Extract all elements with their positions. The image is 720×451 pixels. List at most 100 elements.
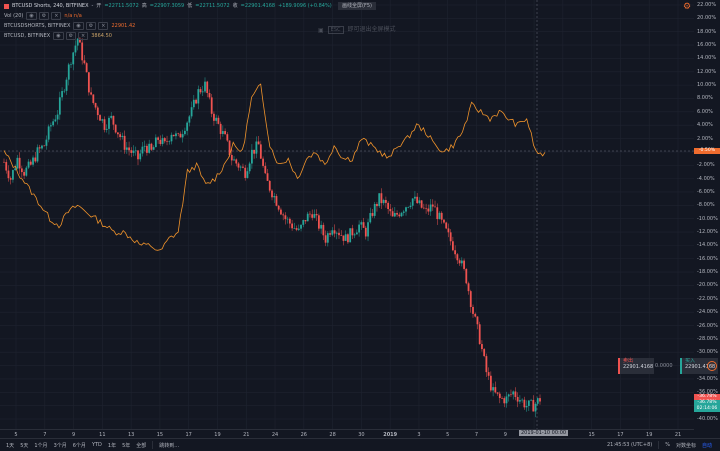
candle: [456, 254, 459, 261]
ohlc-close-label: 收: [232, 3, 238, 9]
candle: [331, 230, 334, 235]
candle: [324, 235, 327, 243]
symbol-title[interactable]: BTCUSD Shorts, 240, BITFINEX: [12, 3, 89, 9]
candle: [32, 157, 34, 165]
candle: [56, 114, 59, 120]
auto-scale-toggle[interactable]: 自动: [701, 442, 712, 449]
candle: [429, 204, 432, 212]
candle: [376, 203, 378, 207]
x-tick-label: 17: [617, 432, 624, 438]
bottom-toolbar: 1天 5天 1个月 3个月 6个月 YTD 1年 5年 全部 跳转到... 21…: [0, 438, 720, 451]
candle: [487, 372, 490, 376]
eye-icon[interactable]: ◉: [73, 22, 84, 30]
candle: [226, 134, 229, 141]
sell-button[interactable]: 卖出 22901.4168: [618, 358, 654, 374]
timeframe-3m[interactable]: 3个月: [53, 442, 67, 449]
candle: [393, 212, 396, 217]
candle: [18, 157, 21, 169]
timeframe-5y[interactable]: 5年: [122, 442, 131, 449]
candle: [396, 212, 398, 215]
candle: [427, 208, 430, 212]
log-scale-toggle[interactable]: 对数坐标: [675, 442, 696, 449]
candle: [449, 232, 452, 242]
candle: [264, 165, 267, 174]
chart-grid: [0, 0, 694, 429]
gear-small-icon[interactable]: ⚙: [38, 12, 50, 20]
candle: [257, 141, 260, 145]
goto-date-button[interactable]: 跳转到...: [159, 442, 180, 449]
y-tick-label: 12.00%: [697, 68, 717, 75]
tag-sell: -36.78%: [694, 394, 720, 400]
candle: [199, 89, 202, 93]
clock[interactable]: 21:45:53 (UTC+8): [606, 442, 653, 448]
close-icon[interactable]: ×: [98, 22, 109, 30]
candle: [512, 391, 515, 395]
candle: [382, 199, 385, 204]
timeframe-1m[interactable]: 1个月: [34, 442, 48, 449]
candle: [246, 171, 249, 178]
x-tick-label: 5: [446, 432, 450, 438]
candle: [70, 64, 72, 65]
eye-icon[interactable]: ◉: [53, 32, 64, 40]
buy-price: 22901.4168: [685, 364, 716, 370]
info-icon[interactable]: i: [707, 361, 717, 371]
candle: [235, 159, 238, 164]
timeframe-all[interactable]: 全部: [136, 442, 147, 449]
compare2-label[interactable]: BTCUSD, BITFINEX: [4, 33, 51, 39]
y-tick-label: -6.00%: [697, 188, 715, 195]
time-axis[interactable]: 5791113151719212426283020193579111315171…: [0, 429, 694, 439]
fullscreen-hint-button[interactable]: 画线全屏(F5): [338, 2, 376, 10]
candle: [103, 119, 106, 130]
ohlc-open: =22711.5072: [104, 3, 139, 9]
candle: [465, 268, 468, 284]
fullscreen-watermark: ▣ ESC 即可退出全屏模式: [318, 26, 396, 34]
close-icon[interactable]: ×: [78, 32, 89, 40]
candle: [141, 146, 144, 154]
candle: [65, 79, 68, 91]
x-tick-label: 3: [417, 432, 421, 438]
x-tick-label: 19: [214, 432, 221, 438]
candle: [291, 223, 293, 229]
candle: [96, 107, 99, 116]
candle: [172, 134, 175, 137]
candle: [514, 391, 517, 398]
eye-icon[interactable]: ◉: [26, 12, 37, 20]
x-tick-label: 11: [99, 432, 106, 438]
candle: [41, 145, 43, 149]
timeframe-1y[interactable]: 1年: [107, 442, 117, 449]
candle: [170, 134, 173, 142]
candle: [50, 125, 52, 127]
candle: [510, 394, 512, 396]
gear-small-icon[interactable]: ⚙: [65, 32, 77, 40]
candle: [184, 130, 186, 135]
candle: [20, 168, 23, 173]
gear-small-icon[interactable]: ⚙: [85, 22, 97, 30]
candle: [523, 399, 526, 408]
candle: [244, 167, 247, 178]
close-icon[interactable]: ×: [51, 12, 62, 20]
candle: [492, 387, 494, 391]
timeframe-5d[interactable]: 5天: [20, 442, 29, 449]
timeframe-6m[interactable]: 6个月: [72, 442, 86, 449]
candle: [454, 250, 457, 255]
vol-label[interactable]: Vol (20): [4, 13, 24, 19]
timeframe-ytd[interactable]: YTD: [91, 442, 102, 448]
y-tick-label: -20.00%: [697, 282, 718, 289]
candle: [481, 344, 483, 350]
candle: [132, 150, 135, 153]
candle: [179, 133, 182, 138]
header-symbol-row: BTCUSD Shorts, 240, BITFINEX - 开 =22711.…: [4, 3, 332, 9]
x-tick-label: 26: [300, 432, 307, 438]
candle: [445, 222, 448, 229]
candle: [501, 398, 503, 399]
percent-toggle[interactable]: %: [665, 442, 670, 448]
y-tick-label: -24.00%: [697, 309, 718, 316]
y-tick-label: -8.00%: [697, 202, 715, 209]
y-tick-label: -28.00%: [697, 335, 718, 342]
candle: [52, 121, 55, 126]
timeframe-1d[interactable]: 1天: [6, 442, 15, 449]
candle: [351, 228, 354, 236]
compare1-label[interactable]: BTCUSDSHORTS, BITFINEX: [4, 23, 71, 29]
gear-icon[interactable]: ⚙: [682, 2, 692, 12]
